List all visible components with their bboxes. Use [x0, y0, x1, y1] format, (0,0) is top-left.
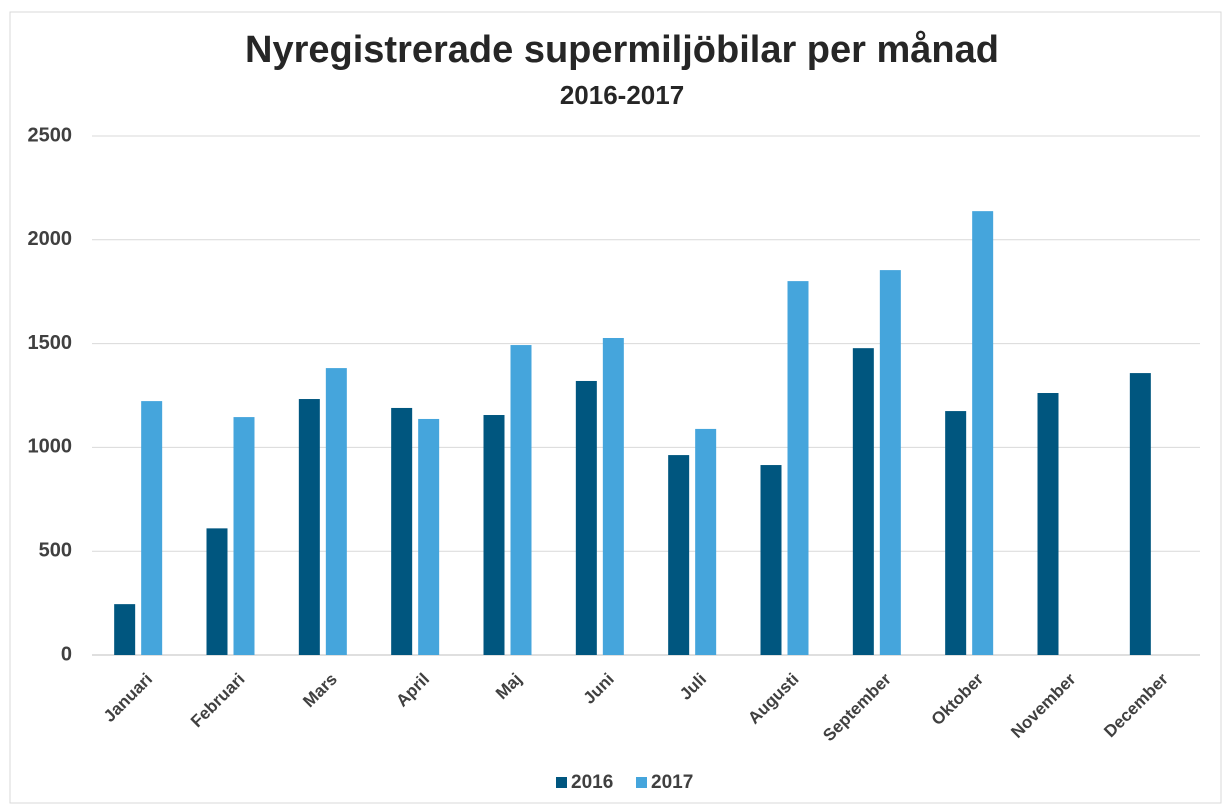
- legend-swatch: [556, 777, 567, 788]
- bar: [668, 455, 690, 655]
- chart-title: Nyregistrerade supermiljöbilar per månad: [245, 29, 999, 71]
- bar: [298, 399, 320, 655]
- bar: [141, 401, 163, 655]
- y-tick-label: 2000: [28, 228, 73, 250]
- bar: [945, 411, 967, 655]
- y-tick-label: 1000: [28, 436, 73, 458]
- y-tick-label: 500: [39, 539, 72, 561]
- bar: [787, 281, 809, 655]
- bar: [325, 368, 347, 655]
- bar: [972, 211, 994, 656]
- y-tick-label: 1500: [28, 332, 73, 354]
- bar: [233, 417, 255, 655]
- bar: [1037, 393, 1059, 655]
- bar: [510, 345, 532, 655]
- y-tick-label: 0: [61, 643, 72, 665]
- legend-swatch: [636, 777, 647, 788]
- y-tick-label: 2500: [28, 124, 73, 146]
- bar: [602, 337, 624, 655]
- bar: [391, 407, 413, 655]
- bar: [852, 348, 874, 655]
- legend-label: 2016: [571, 772, 613, 793]
- bar: [695, 428, 717, 655]
- bar: [114, 604, 136, 655]
- bar: [879, 270, 901, 655]
- bar: [760, 465, 782, 655]
- legend-label: 2017: [651, 772, 693, 793]
- bar: [1129, 373, 1151, 655]
- chart-subtitle: 2016-2017: [560, 80, 684, 110]
- bar: [418, 418, 440, 655]
- bar: [575, 380, 597, 655]
- bar: [483, 415, 505, 655]
- bar: [206, 528, 228, 655]
